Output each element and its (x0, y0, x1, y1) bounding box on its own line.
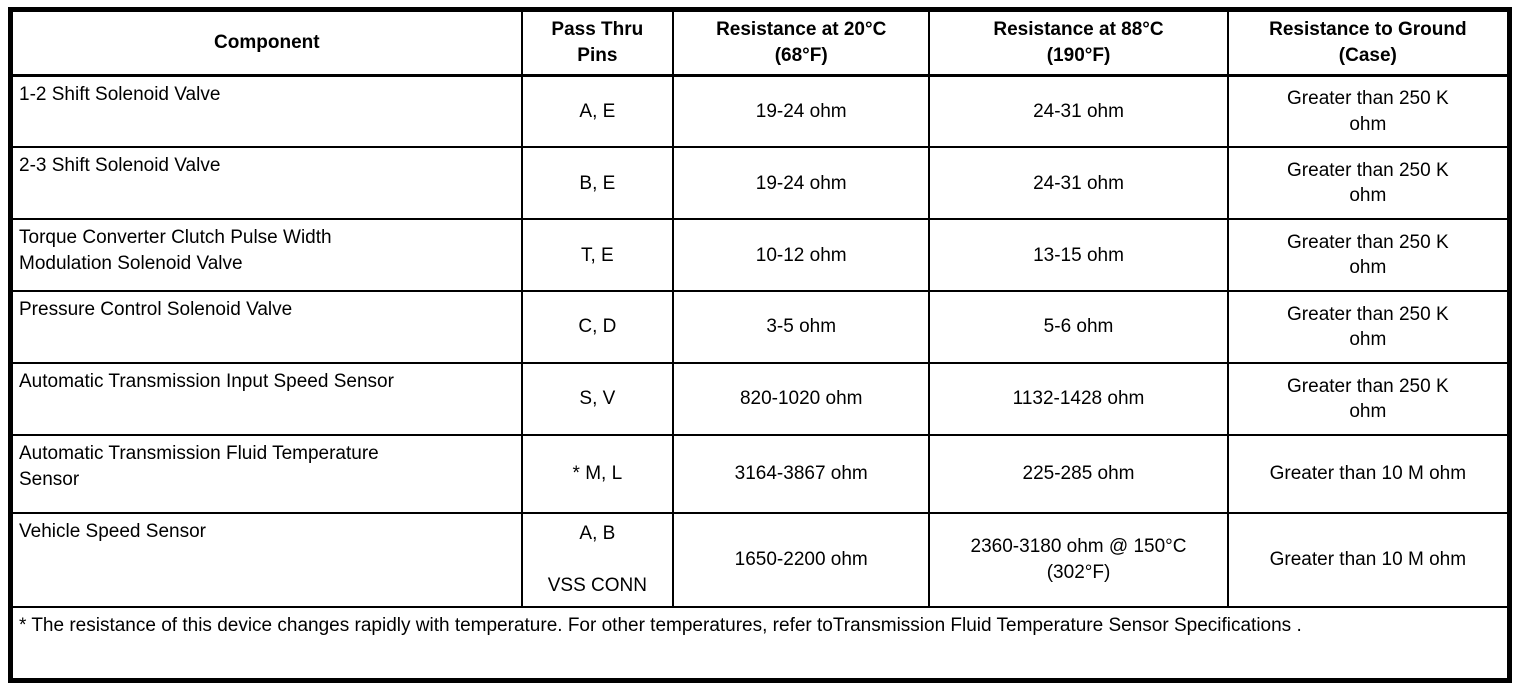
resistance-88c-cell: 24-31 ohm (928, 74, 1229, 149)
table-row: Pressure Control Solenoid Valve C, D 3-5… (9, 290, 1511, 365)
resistance-88c-cell: 24-31 ohm (928, 146, 1229, 221)
resistance-20c-cell: 10-12 ohm (672, 218, 931, 293)
col-header-resistance-20c: Resistance at 20°C (68°F) (672, 8, 931, 77)
table-row: Torque Converter Clutch Pulse Width Modu… (9, 218, 1511, 293)
ground-cell: Greater than 250 K ohm (1226, 146, 1511, 221)
pins-cell: T, E (520, 218, 675, 293)
ground-cell: Greater than 250 K ohm (1226, 362, 1511, 437)
resistance-20c-cell: 19-24 ohm (672, 146, 931, 221)
resistance-88c-cell: 5-6 ohm (928, 290, 1229, 365)
pins-cell: * M, L (520, 434, 675, 515)
ground-cell: Greater than 10 M ohm (1226, 512, 1511, 608)
table-row: 2-3 Shift Solenoid Valve B, E 19-24 ohm … (9, 146, 1511, 221)
component-cell: 1-2 Shift Solenoid Valve (9, 74, 523, 149)
resistance-88c-cell: 225-285 ohm (928, 434, 1229, 515)
pins-cell: C, D (520, 290, 675, 365)
col-header-resistance-ground: Resistance to Ground (Case) (1226, 8, 1511, 77)
ground-cell: Greater than 250 K ohm (1226, 290, 1511, 365)
col-header-resistance-88c: Resistance at 88°C (190°F) (928, 8, 1229, 77)
ground-cell: Greater than 10 M ohm (1226, 434, 1511, 515)
resistance-20c-cell: 19-24 ohm (672, 74, 931, 149)
table-row: Automatic Transmission Fluid Temperature… (9, 434, 1511, 515)
resistance-20c-cell: 1650-2200 ohm (672, 512, 931, 608)
pins-cell: S, V (520, 362, 675, 437)
component-cell: Torque Converter Clutch Pulse Width Modu… (9, 218, 523, 293)
resistance-20c-cell: 3164-3867 ohm (672, 434, 931, 515)
col-header-component: Component (9, 8, 523, 77)
col-header-pass-thru-pins: Pass Thru Pins (520, 8, 675, 77)
component-cell: Pressure Control Solenoid Valve (9, 290, 523, 365)
component-cell: Vehicle Speed Sensor (9, 512, 523, 608)
ground-cell: Greater than 250 K ohm (1226, 218, 1511, 293)
resistance-20c-cell: 3-5 ohm (672, 290, 931, 365)
resistance-spec-table: Component Pass Thru Pins Resistance at 2… (8, 7, 1512, 683)
component-cell: Automatic Transmission Input Speed Senso… (9, 362, 523, 437)
pins-cell: A, B VSS CONN (520, 512, 675, 608)
resistance-88c-cell: 2360-3180 ohm @ 150°C (302°F) (928, 512, 1229, 608)
resistance-88c-cell: 1132-1428 ohm (928, 362, 1229, 437)
resistance-20c-cell: 820-1020 ohm (672, 362, 931, 437)
component-cell: Automatic Transmission Fluid Temperature… (9, 434, 523, 515)
ground-cell: Greater than 250 K ohm (1226, 74, 1511, 149)
footnote-row: * The resistance of this device changes … (9, 605, 1511, 682)
pins-cell: A, E (520, 74, 675, 149)
table-row: Automatic Transmission Input Speed Senso… (9, 362, 1511, 437)
header-row: Component Pass Thru Pins Resistance at 2… (9, 8, 1511, 77)
component-cell: 2-3 Shift Solenoid Valve (9, 146, 523, 221)
resistance-88c-cell: 13-15 ohm (928, 218, 1229, 293)
table-row: Vehicle Speed Sensor A, B VSS CONN 1650-… (9, 512, 1511, 608)
pins-cell: B, E (520, 146, 675, 221)
table-row: 1-2 Shift Solenoid Valve A, E 19-24 ohm … (9, 74, 1511, 149)
footnote-cell: * The resistance of this device changes … (9, 605, 1511, 682)
